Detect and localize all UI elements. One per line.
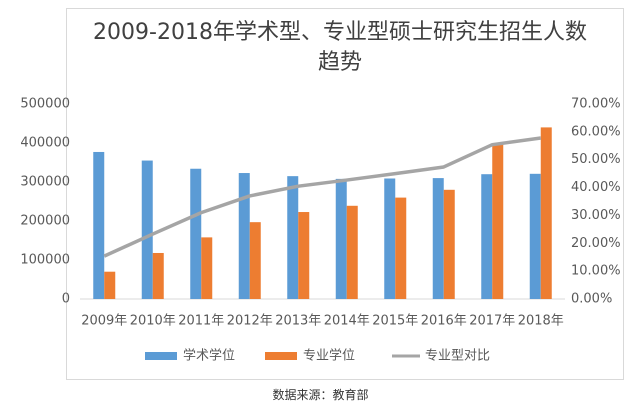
- y2-tick-label: 60.00%: [571, 124, 621, 139]
- bar: [249, 222, 261, 299]
- bar: [540, 127, 552, 300]
- bar: [93, 151, 105, 299]
- x-tick-label: 2012年: [227, 314, 273, 329]
- x-tick-label: 2014年: [324, 314, 370, 329]
- y2-tick-label: 70.00%: [571, 97, 621, 112]
- bar: [201, 237, 213, 299]
- y-tick-label: 400000: [20, 136, 70, 151]
- x-tick-label: 2010年: [130, 314, 176, 329]
- y-tick-label: 0: [62, 292, 70, 307]
- line: [103, 136, 541, 258]
- y2-tick-label: 0.00%: [571, 292, 612, 307]
- chart-title: 2009-2018年学术型、专业型硕士研究生招生人数趋势: [93, 20, 587, 75]
- bar: [104, 271, 116, 299]
- legend-swatch: [265, 352, 297, 360]
- bar: [529, 173, 541, 299]
- bar: [384, 178, 396, 299]
- y-tick-label: 300000: [20, 175, 70, 190]
- bar: [152, 252, 164, 299]
- legend-label: 专业学位: [303, 348, 355, 364]
- bar: [287, 176, 299, 299]
- y2-tick-label: 20.00%: [571, 236, 621, 251]
- chart-frame: [66, 8, 624, 380]
- x-tick-label: 2018年: [518, 314, 564, 329]
- x-tick-label: 2016年: [421, 314, 467, 329]
- x-tick-label: 2013年: [275, 314, 321, 329]
- y-tick-label: 500000: [20, 97, 70, 112]
- bar: [432, 178, 444, 299]
- bar: [443, 189, 455, 299]
- bar: [141, 160, 153, 299]
- x-tick-label: 2015年: [372, 314, 418, 329]
- bar: [492, 143, 504, 299]
- legend-label: 学术学位: [183, 348, 235, 364]
- bar: [395, 197, 407, 299]
- legend-label: 专业型对比: [425, 349, 490, 364]
- bar: [238, 173, 250, 299]
- bar: [335, 178, 347, 299]
- x-tick-label: 2017年: [469, 314, 515, 329]
- bar: [346, 205, 358, 299]
- y2-tick-label: 30.00%: [571, 208, 621, 223]
- bar: [481, 174, 493, 299]
- y2-tick-label: 50.00%: [571, 152, 621, 167]
- bar: [298, 212, 310, 299]
- x-tick-label: 2011年: [178, 314, 224, 329]
- y2-tick-label: 10.00%: [571, 264, 621, 279]
- y-tick-label: 100000: [20, 253, 70, 268]
- y-tick-label: 200000: [20, 214, 70, 229]
- x-tick-label: 2009年: [81, 314, 127, 329]
- legend-swatch: [145, 352, 177, 360]
- bar: [190, 168, 202, 299]
- source-note: 数据来源：教育部: [272, 388, 369, 402]
- y2-tick-label: 40.00%: [571, 180, 621, 195]
